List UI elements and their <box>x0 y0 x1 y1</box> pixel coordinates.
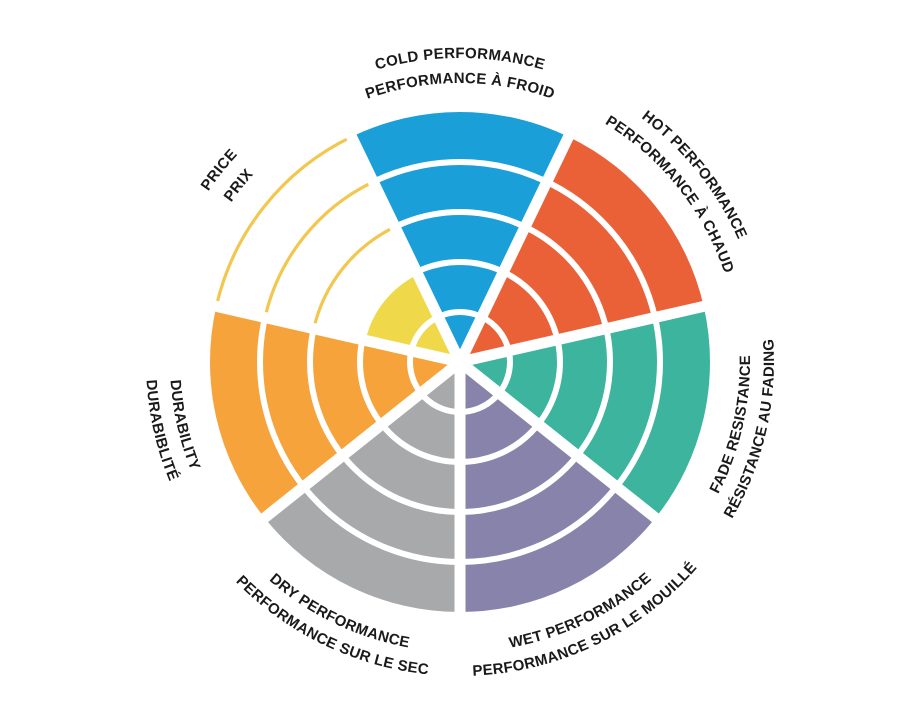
segment-hot-performance <box>460 136 704 362</box>
outline-ring-5-price <box>214 135 353 307</box>
label-cold-performance-inner: PERFORMANCE À FROID <box>363 70 557 103</box>
label-text-cold-performance-outer: COLD PERFORMANCE <box>373 45 546 74</box>
label-cold-performance-outer: COLD PERFORMANCE <box>373 45 547 74</box>
separator-1 <box>458 300 707 368</box>
segment-fade-resistance <box>460 306 710 518</box>
label-text-cold-performance-inner: PERFORMANCE À FROID <box>363 70 556 103</box>
outline-ring-3-price <box>312 225 396 329</box>
separator-0 <box>455 132 575 365</box>
separator-2 <box>456 357 661 524</box>
segment-durability <box>210 306 460 518</box>
separator-5 <box>213 300 462 368</box>
separator-6 <box>345 132 465 365</box>
outline-ring-4-price <box>263 180 374 318</box>
separator-4 <box>259 357 464 524</box>
segment-wet-performance <box>460 362 656 612</box>
segment-cold-performance <box>351 112 569 362</box>
segment-dry-performance <box>264 362 460 612</box>
